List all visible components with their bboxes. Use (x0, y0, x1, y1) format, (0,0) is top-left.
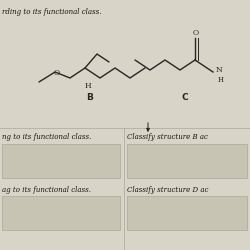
FancyBboxPatch shape (127, 196, 247, 230)
Text: Classify structure B ac: Classify structure B ac (127, 133, 208, 141)
Text: C: C (182, 94, 188, 102)
Text: H: H (218, 76, 224, 84)
FancyBboxPatch shape (2, 196, 120, 230)
Text: rding to its functional class.: rding to its functional class. (2, 8, 102, 16)
Text: Classify structure D ac: Classify structure D ac (127, 186, 208, 194)
Text: O: O (193, 29, 199, 37)
Text: O: O (54, 69, 60, 77)
Text: ag to its functional class.: ag to its functional class. (2, 186, 91, 194)
Text: N: N (216, 66, 222, 74)
Text: B: B (86, 94, 94, 102)
Text: ng to its functional class.: ng to its functional class. (2, 133, 92, 141)
FancyBboxPatch shape (127, 144, 247, 178)
FancyBboxPatch shape (2, 144, 120, 178)
Text: H: H (85, 82, 91, 90)
